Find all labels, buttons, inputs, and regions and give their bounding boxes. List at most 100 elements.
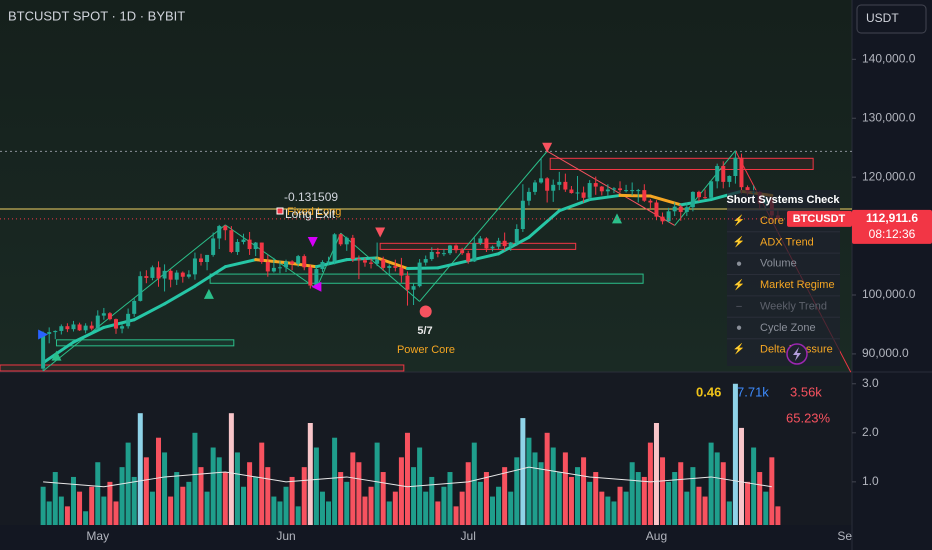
bolt-glyph [793, 347, 801, 361]
ema-line [527, 209, 561, 239]
ema-line [71, 325, 106, 344]
candle-body [611, 188, 616, 190]
volume-bar [52, 472, 58, 525]
candle-body [478, 238, 483, 244]
volume-bar [684, 491, 690, 525]
volume-bar [46, 501, 52, 525]
volume-bar [259, 442, 265, 525]
candle-body [460, 250, 465, 254]
candle-body [545, 178, 550, 191]
volume-bar [338, 472, 344, 525]
candle-body [235, 241, 240, 252]
zone-box [0, 364, 405, 372]
volume-bar [538, 462, 544, 525]
volume-bar [763, 491, 769, 525]
candle-body [551, 184, 556, 191]
ema-line [405, 266, 440, 270]
candle-body [95, 315, 100, 329]
volume-bar [726, 501, 732, 525]
volume-bar [95, 462, 101, 525]
volume-bar [635, 472, 641, 525]
candle-body [138, 276, 143, 301]
volume-bar [174, 472, 180, 525]
x-tick-label: Jun [276, 529, 295, 543]
candle-body [520, 200, 525, 230]
candle-body [387, 266, 392, 268]
volume-bar [180, 486, 186, 525]
candle-body [745, 187, 750, 193]
ema-line [497, 235, 531, 256]
volume-bar [210, 447, 216, 525]
candle-body [369, 262, 374, 264]
candle-body [496, 240, 501, 247]
volume-bar [720, 462, 726, 525]
volume-bar [629, 462, 635, 525]
volume-bar [368, 486, 374, 525]
volume-bar [544, 432, 550, 525]
signal-marker [38, 329, 49, 340]
candle-body [217, 226, 222, 239]
symbol-label: BTCUSDT [793, 213, 846, 225]
candle-body [144, 276, 149, 278]
annotation: Fixed Long [287, 206, 341, 218]
candle-body [259, 242, 264, 263]
volume-bar [162, 452, 168, 525]
volume-bar [198, 467, 204, 525]
ema-line [163, 284, 197, 306]
candle-body [120, 326, 125, 329]
signal-marker [307, 236, 318, 247]
candle-body [727, 175, 732, 182]
candle-body [411, 286, 416, 290]
candle-body [539, 178, 544, 183]
volume-bar [404, 432, 410, 525]
average-line [43, 466, 772, 488]
volume-bar [496, 486, 502, 525]
volume-bar [666, 481, 672, 525]
currency-label[interactable]: USDT [866, 11, 899, 25]
ema-line [436, 259, 470, 270]
volume-bar [714, 452, 720, 525]
ema-line [132, 302, 167, 322]
candle-body [326, 261, 331, 263]
y-tick-label: 90,000.0 [862, 346, 909, 360]
annotation: -0.131509 [284, 190, 338, 204]
candle-body [302, 256, 307, 268]
panel-icon: ● [736, 323, 742, 334]
stat-value: 7.71k [737, 384, 769, 399]
volume-bar [362, 496, 368, 525]
volume-bar [708, 442, 714, 525]
candle-body [113, 319, 118, 329]
candle-body [89, 325, 94, 329]
currency-button[interactable] [856, 4, 927, 34]
candle-body [484, 238, 489, 249]
volume-bar [101, 496, 107, 525]
ema-line [41, 340, 75, 365]
candle-body [296, 256, 301, 264]
volume-bar [429, 476, 435, 525]
y-tick-label: 2.0 [862, 425, 879, 439]
volume-bar [453, 506, 459, 525]
candle-body [126, 313, 131, 327]
candle-body [593, 183, 598, 187]
volume-bar [143, 457, 149, 525]
volume-bar [83, 511, 89, 525]
candle-body [429, 251, 434, 260]
candle-body [648, 200, 653, 203]
candle-body [417, 262, 422, 287]
zigzag-line [419, 150, 548, 302]
zigzag-line [42, 224, 226, 372]
candle-body [660, 216, 665, 222]
candle-body [47, 332, 52, 334]
panel-label: ADX Trend [760, 236, 814, 248]
signal-marker [375, 227, 386, 238]
candle-body [666, 211, 671, 222]
panel-label: Weekly Trend [760, 301, 827, 313]
volume-bar [556, 472, 562, 525]
last-price: 112,911.6 [866, 211, 918, 225]
candle-body [290, 261, 295, 264]
volume-bar [222, 472, 228, 525]
panel-icon: ⚡ [733, 342, 745, 355]
candle-body [642, 190, 647, 201]
volume-bar [70, 476, 76, 525]
candle-body [223, 226, 228, 231]
